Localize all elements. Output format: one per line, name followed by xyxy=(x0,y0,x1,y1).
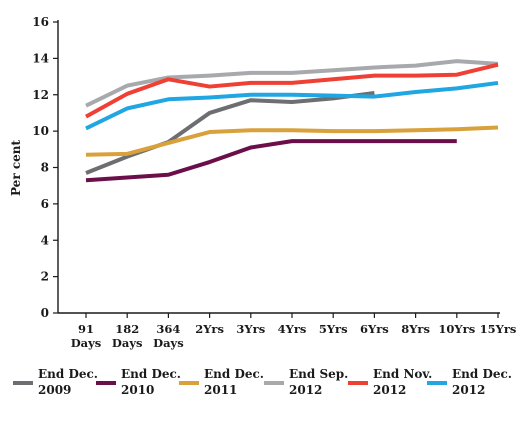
x-tick-label: 3Yrs xyxy=(236,322,265,336)
y-tick-label: 8 xyxy=(41,161,49,175)
series-line xyxy=(85,90,375,175)
series-4 xyxy=(85,62,499,119)
series-5 xyxy=(85,80,499,131)
x-tick-label: 2Yrs xyxy=(195,322,224,336)
y-axis-label: Per cent xyxy=(9,140,23,197)
y-tick-label: 16 xyxy=(32,15,49,29)
x-tick-label: 182 Days xyxy=(112,322,143,350)
legend-entry: End Sep. 2012 xyxy=(264,367,348,397)
series-layer xyxy=(85,59,499,183)
y-tick-label: 2 xyxy=(41,270,49,284)
x-tick-label: 91 Days xyxy=(71,322,102,350)
legend: End Dec. 2009 End Dec. 2010 End Dec. 2011 End … xyxy=(13,367,512,397)
legend-entry: End Nov. 2012 xyxy=(348,367,432,397)
legend-entry: End Dec. 2012 xyxy=(427,367,512,397)
legend-label: End Dec. 2012 xyxy=(452,367,512,397)
legend-label: End Dec. 2011 xyxy=(204,367,264,397)
legend-label: End Dec. 2009 xyxy=(38,367,98,397)
series-line xyxy=(85,62,499,119)
series-line xyxy=(85,59,499,108)
legend-entry: End Dec. 2011 xyxy=(179,367,264,397)
x-tick-label: 5Yrs xyxy=(319,322,348,336)
series-3 xyxy=(85,59,499,108)
y-tick-label: 10 xyxy=(32,124,49,138)
x-tick-label: 10Yrs xyxy=(438,322,475,336)
series-line xyxy=(85,80,499,131)
x-tick-label: 364 Days xyxy=(153,322,184,350)
series-line xyxy=(85,139,457,183)
series-2 xyxy=(85,125,499,157)
series-line xyxy=(85,125,499,157)
x-tick-label: 6Yrs xyxy=(360,322,389,336)
legend-entry: End Dec. 2009 xyxy=(13,367,98,397)
y-tick-label: 4 xyxy=(41,233,49,247)
axes: 0 2 4 6 8 10 12 14 16 91 Days 182 Days 364 Days 2Yrs 3Yr… xyxy=(9,15,516,350)
y-tick-label: 0 xyxy=(41,306,49,320)
x-tick-label: 8Yrs xyxy=(401,322,430,336)
x-tick-label: 4Yrs xyxy=(278,322,307,336)
legend-label: End Nov. 2012 xyxy=(373,367,432,397)
legend-label: End Dec. 2010 xyxy=(121,367,181,397)
y-tick-label: 14 xyxy=(32,51,49,65)
series-1 xyxy=(85,139,457,183)
x-tick-label: 15Yrs xyxy=(480,322,516,336)
y-tick-label: 12 xyxy=(32,88,49,102)
legend-entry: End Dec. 2010 xyxy=(96,367,181,397)
y-tick-label: 6 xyxy=(41,197,49,211)
legend-label: End Sep. 2012 xyxy=(289,367,348,397)
series-0 xyxy=(85,90,375,175)
